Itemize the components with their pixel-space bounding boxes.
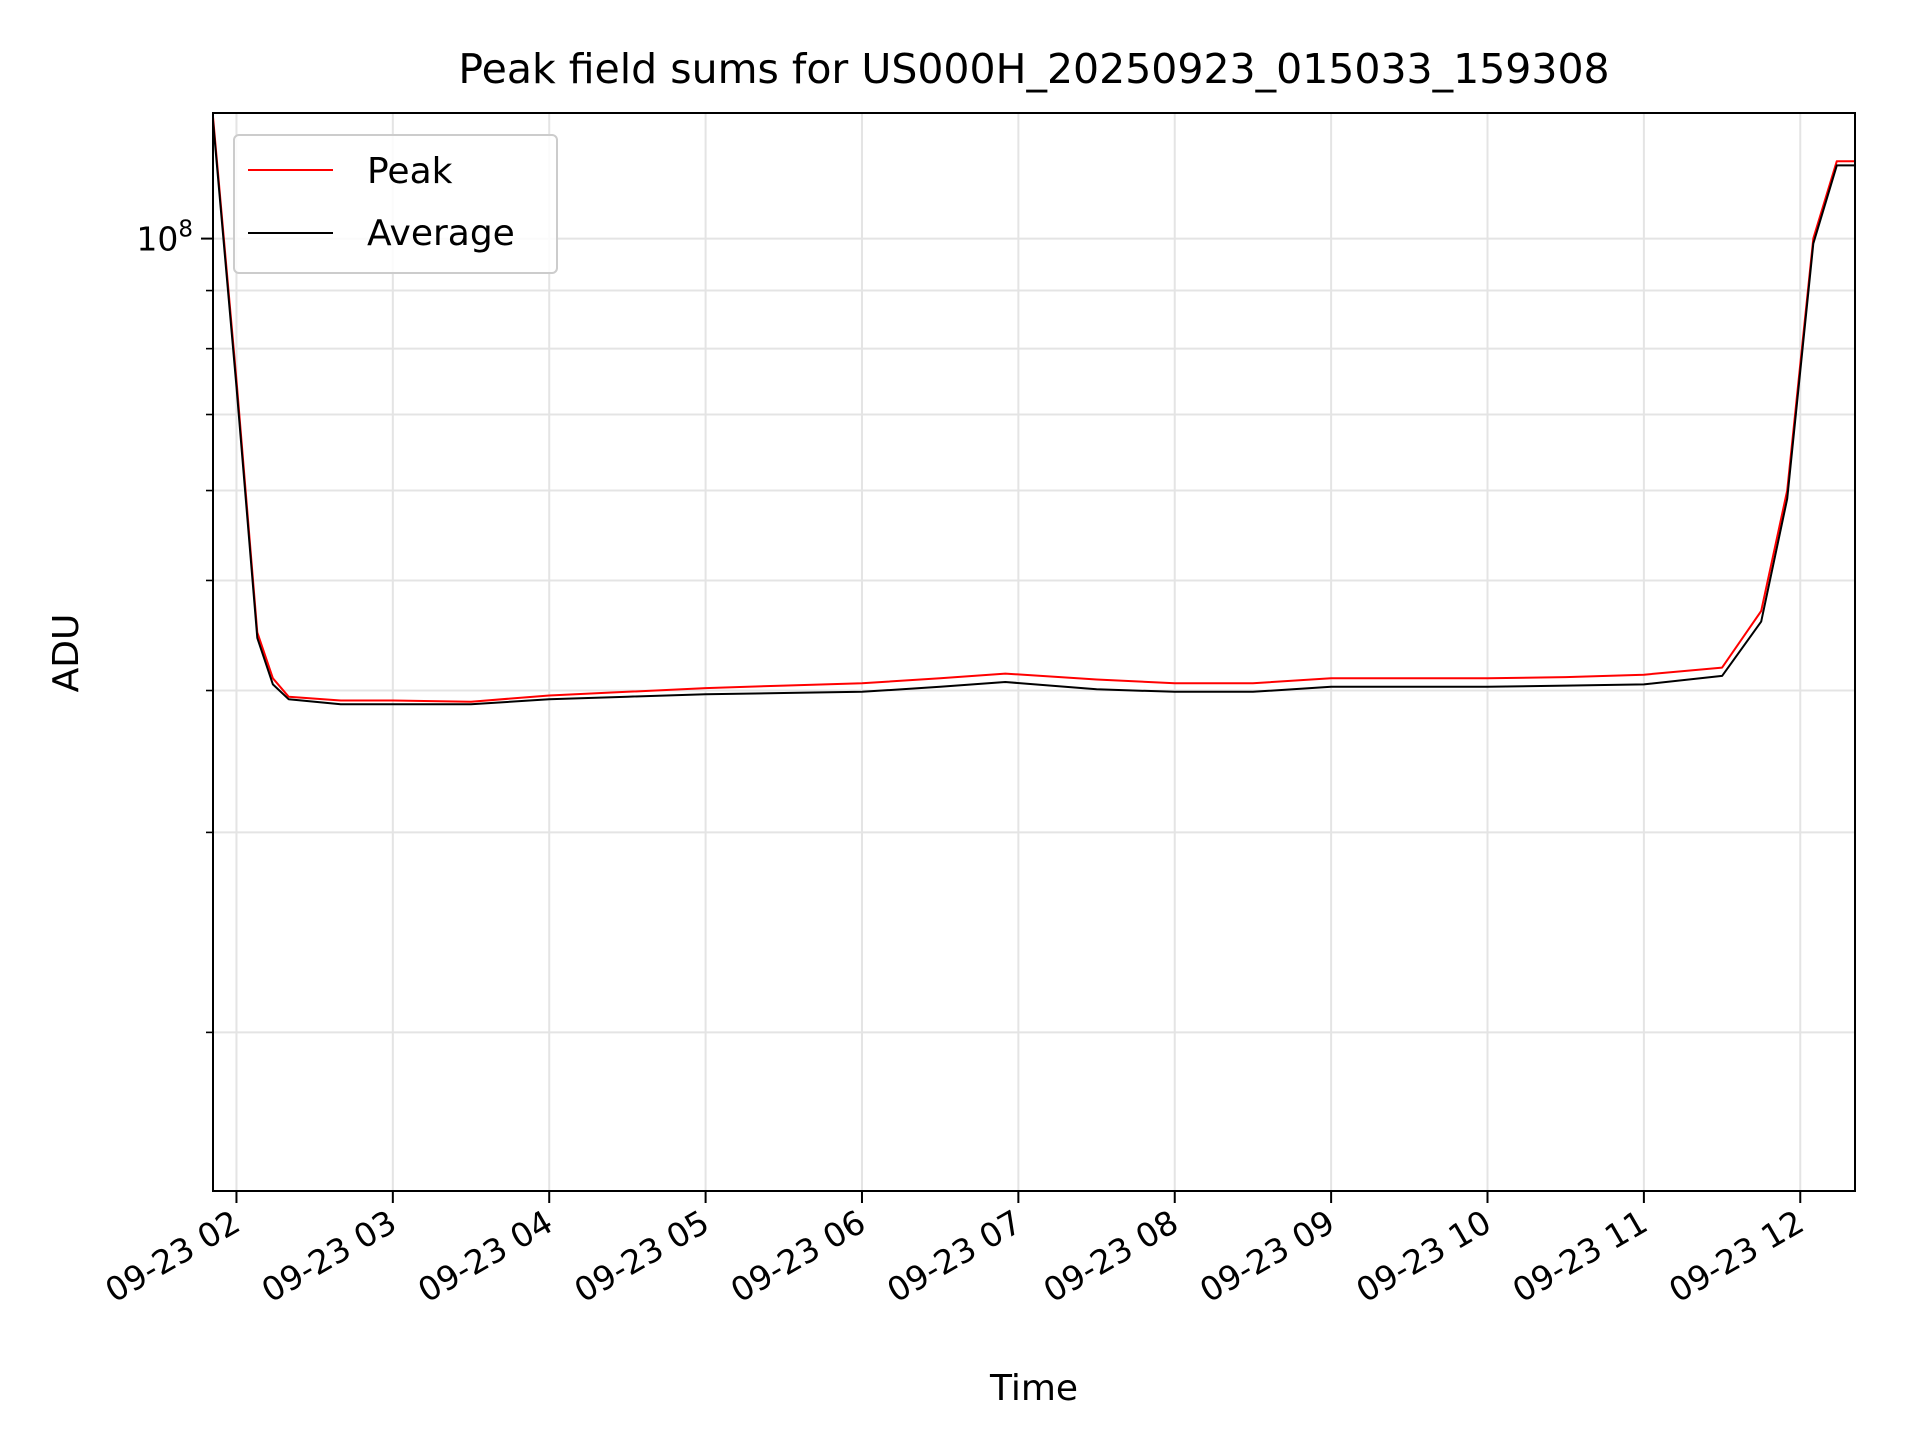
- legend: Peak Average: [233, 134, 558, 274]
- chart-title: Peak field sums for US000H_20250923_0150…: [458, 45, 1609, 93]
- series-lines: [212, 116, 1855, 706]
- y-tick-label: 108: [136, 217, 193, 259]
- y-axis: 108: [136, 217, 213, 1034]
- legend-label-peak: Peak: [367, 151, 453, 192]
- series-line-average: [212, 120, 1855, 706]
- series-line-peak: [212, 116, 1855, 703]
- y-axis-label: ADU: [46, 614, 87, 693]
- plot-area-frame: [212, 112, 1856, 1192]
- y-tick-exponent: 8: [178, 217, 193, 243]
- grid: [213, 113, 1855, 1191]
- legend-label-average: Average: [367, 213, 515, 254]
- x-axis-label: Time: [989, 1368, 1078, 1409]
